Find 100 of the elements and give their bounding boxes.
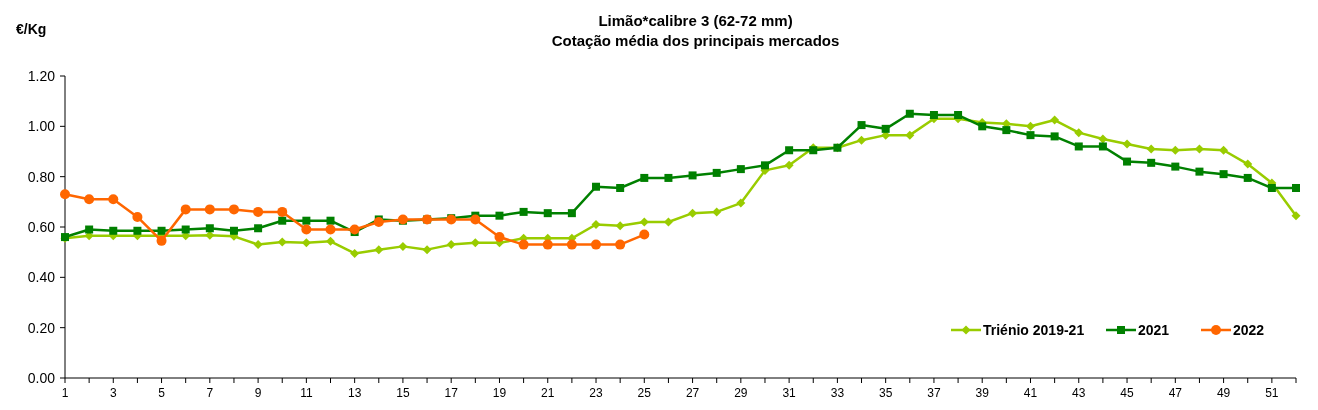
point (736, 198, 746, 208)
point (446, 240, 456, 250)
x-tick-label: 15 (396, 386, 410, 400)
y-axis-title: €/Kg (16, 21, 47, 37)
x-tick-label: 3 (109, 386, 117, 400)
y-tick-label: 1.00 (27, 118, 56, 135)
point (639, 217, 649, 227)
point (350, 248, 360, 258)
x-tick-label: 41 (1023, 386, 1038, 400)
point (784, 160, 794, 170)
point (349, 224, 360, 235)
point (760, 161, 769, 170)
point (615, 221, 625, 231)
point (470, 238, 480, 248)
point (857, 121, 866, 130)
point (157, 226, 166, 235)
x-tick-label: 23 (589, 386, 604, 400)
point (1292, 183, 1300, 192)
point (253, 240, 263, 250)
y-tick-label: 0.00 (27, 369, 56, 386)
point (857, 135, 867, 145)
point (1026, 131, 1035, 140)
point (591, 239, 602, 250)
point (1171, 162, 1180, 171)
legend-label: 2022 (1233, 321, 1265, 338)
point (301, 238, 311, 248)
point (374, 245, 384, 255)
point (881, 124, 890, 133)
x-tick-label: 47 (1168, 386, 1183, 400)
point (1123, 157, 1132, 166)
x-tick-label: 7 (206, 386, 214, 400)
legend-label: Triénio 2019-21 (983, 321, 1085, 338)
point (254, 224, 263, 233)
point (325, 224, 336, 235)
point (253, 206, 264, 217)
point (566, 239, 577, 250)
point (785, 146, 794, 155)
x-tick-label: 5 (158, 386, 166, 400)
point (1219, 170, 1228, 179)
point (1219, 145, 1229, 155)
point (277, 237, 287, 247)
point (302, 216, 311, 225)
point (615, 239, 626, 250)
point (1050, 115, 1060, 125)
point (905, 130, 915, 140)
point (205, 224, 214, 233)
point (228, 204, 239, 215)
point (1098, 142, 1107, 151)
point (929, 111, 938, 120)
point (1195, 167, 1204, 176)
x-tick-label: 13 (347, 386, 362, 400)
point (640, 173, 649, 182)
point (229, 226, 238, 235)
y-tick-label: 0.60 (27, 218, 56, 235)
y-tick-label: 1.20 (27, 67, 56, 84)
point (495, 211, 504, 220)
point (1147, 158, 1156, 167)
point (109, 226, 118, 235)
point (85, 225, 94, 234)
point (278, 216, 287, 225)
point (712, 207, 722, 217)
point (326, 236, 336, 246)
point (277, 206, 288, 217)
point (567, 209, 576, 218)
y-tick-label: 0.20 (27, 319, 56, 336)
x-tick-label: 51 (1265, 386, 1279, 400)
chart-subtitle: Cotação média dos principais mercados (551, 32, 840, 49)
x-tick-label: 27 (685, 386, 700, 400)
point (181, 225, 190, 234)
point (180, 204, 191, 215)
point (156, 235, 167, 246)
x-tick-label: 45 (1120, 386, 1135, 400)
point (398, 241, 408, 251)
point (518, 239, 529, 250)
y-tick-label: 0.80 (27, 168, 56, 185)
x-tick-label: 33 (830, 386, 845, 400)
point (1050, 132, 1059, 141)
point (1243, 173, 1252, 182)
x-tick-label: 37 (927, 386, 941, 400)
point (1122, 139, 1132, 149)
point (494, 232, 505, 243)
point (542, 239, 553, 250)
point (688, 171, 697, 180)
point (1267, 183, 1276, 192)
point (664, 173, 673, 182)
point (519, 207, 528, 216)
point (1291, 211, 1301, 221)
point (954, 111, 963, 120)
point (422, 245, 432, 255)
legend-label: 2021 (1138, 321, 1170, 338)
point (978, 122, 987, 131)
x-tick-label: 35 (878, 386, 893, 400)
x-tick-label: 11 (300, 386, 313, 400)
point (1074, 128, 1084, 138)
point (60, 189, 70, 200)
point (326, 216, 335, 225)
point (616, 183, 625, 192)
point (301, 224, 312, 235)
x-tick-label: 31 (782, 386, 797, 400)
x-tick-label: 49 (1216, 386, 1231, 400)
